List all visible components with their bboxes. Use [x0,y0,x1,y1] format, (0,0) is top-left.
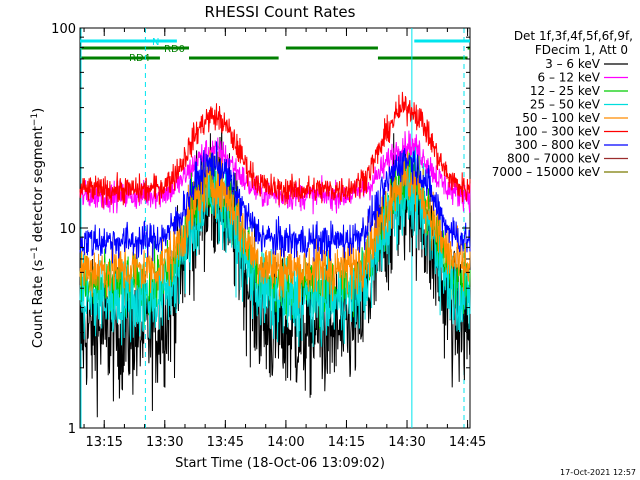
x-tick-label-0: 13:15 [85,435,122,450]
x-axis-label: Start Time (18-Oct-06 13:09:02) [175,456,385,471]
series-lines [79,91,471,418]
y-axis-label: Count Rate (s−1 detector segment−1) [30,108,46,348]
legend-label-2: 12 – 25 keV [530,84,601,98]
legend-label-0: 3 – 6 keV [545,57,601,71]
legend-label-4: 50 – 100 keV [522,111,601,125]
status-label-rd0: RD0 [164,44,185,55]
x-tick-label-5: 14:30 [388,435,425,450]
legend-label-6: 300 – 800 keV [515,138,601,152]
series-line-3 [79,146,471,348]
legend-label-5: 100 – 300 keV [515,125,601,139]
y-axis-label-suffix: ) [31,108,46,113]
series-line-5 [79,91,471,209]
status-label-rd4: RD4 [129,53,150,64]
legend-label-3: 25 – 50 keV [530,98,601,112]
y-axis-label-prefix: Count Rate (s [31,259,46,348]
legend: Det 1f,3f,4f,5f,6f,9f, FDecim 1, Att 0 3… [492,29,633,179]
legend-label-8: 7000 – 15000 keV [492,165,601,179]
y-axis-label-exp-2: −1 [30,113,40,126]
x-tick-label-2: 13:45 [207,435,244,450]
footer-timestamp: 17-Oct-2021 12:57 [560,468,636,477]
status-bars: N RD0 RD4 [80,37,470,64]
status-label-n: N [152,37,159,48]
x-tick-label-1: 13:30 [146,435,183,450]
legend-label-7: 800 – 7000 keV [507,152,601,166]
y-tick-label-0: 1 [68,422,76,437]
legend-label-1: 6 – 12 keV [538,71,601,85]
series-line-6 [79,141,471,264]
legend-title-line-2: FDecim 1, Att 0 [535,43,628,57]
x-tick-label-4: 14:15 [328,435,365,450]
x-tick-label-3: 14:00 [267,435,304,450]
chart-title: RHESSI Count Rates [205,3,356,21]
y-axis-label-mid: detector segment [31,126,46,246]
axes: 13:15 13:30 13:45 14:00 14:15 14:30 14:45 1 10 10… [51,22,486,450]
series-line-4 [79,150,471,309]
y-axis-label-exp-1: −1 [30,246,40,259]
y-tick-label-2: 100 [51,22,76,37]
y-tick-label-1: 10 [59,222,76,237]
legend-title-line-1: Det 1f,3f,4f,5f,6f,9f, [514,29,633,43]
x-tick-label-6: 14:45 [449,435,486,450]
